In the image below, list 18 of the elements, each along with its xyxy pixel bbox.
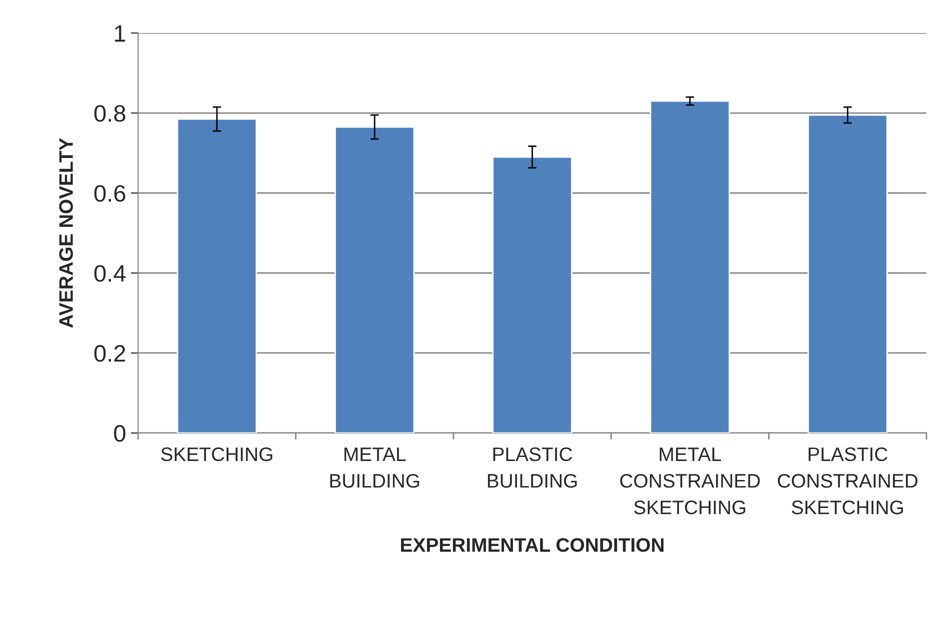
y-tick-label: 0.8 bbox=[94, 105, 126, 122]
bar bbox=[492, 156, 572, 433]
y-tick-label: 1 bbox=[114, 25, 126, 42]
y-tick-label: 0.4 bbox=[94, 265, 126, 282]
bar bbox=[334, 126, 415, 433]
x-tick-label: METAL BUILDING bbox=[330, 448, 420, 488]
bar bbox=[176, 118, 258, 433]
x-tick-label: PLASTIC BUILDING bbox=[488, 447, 577, 488]
x-tick-label: PLASTIC CONSTRAINED SKETCHING bbox=[778, 447, 918, 514]
bar bbox=[650, 100, 730, 433]
x-tick-label: SKETCHING bbox=[161, 447, 272, 462]
x-axis-title: EXPERIMENTAL CONDITION bbox=[401, 538, 664, 552]
y-tick-label: 0.6 bbox=[94, 185, 126, 202]
y-axis-title: AVERAGE NOVELTY bbox=[59, 138, 73, 328]
bar bbox=[808, 114, 888, 433]
x-tick-label: METAL CONSTRAINED SKETCHING bbox=[620, 448, 760, 514]
y-tick-label: 0.2 bbox=[94, 345, 126, 362]
y-tick-label: 0 bbox=[114, 425, 126, 442]
